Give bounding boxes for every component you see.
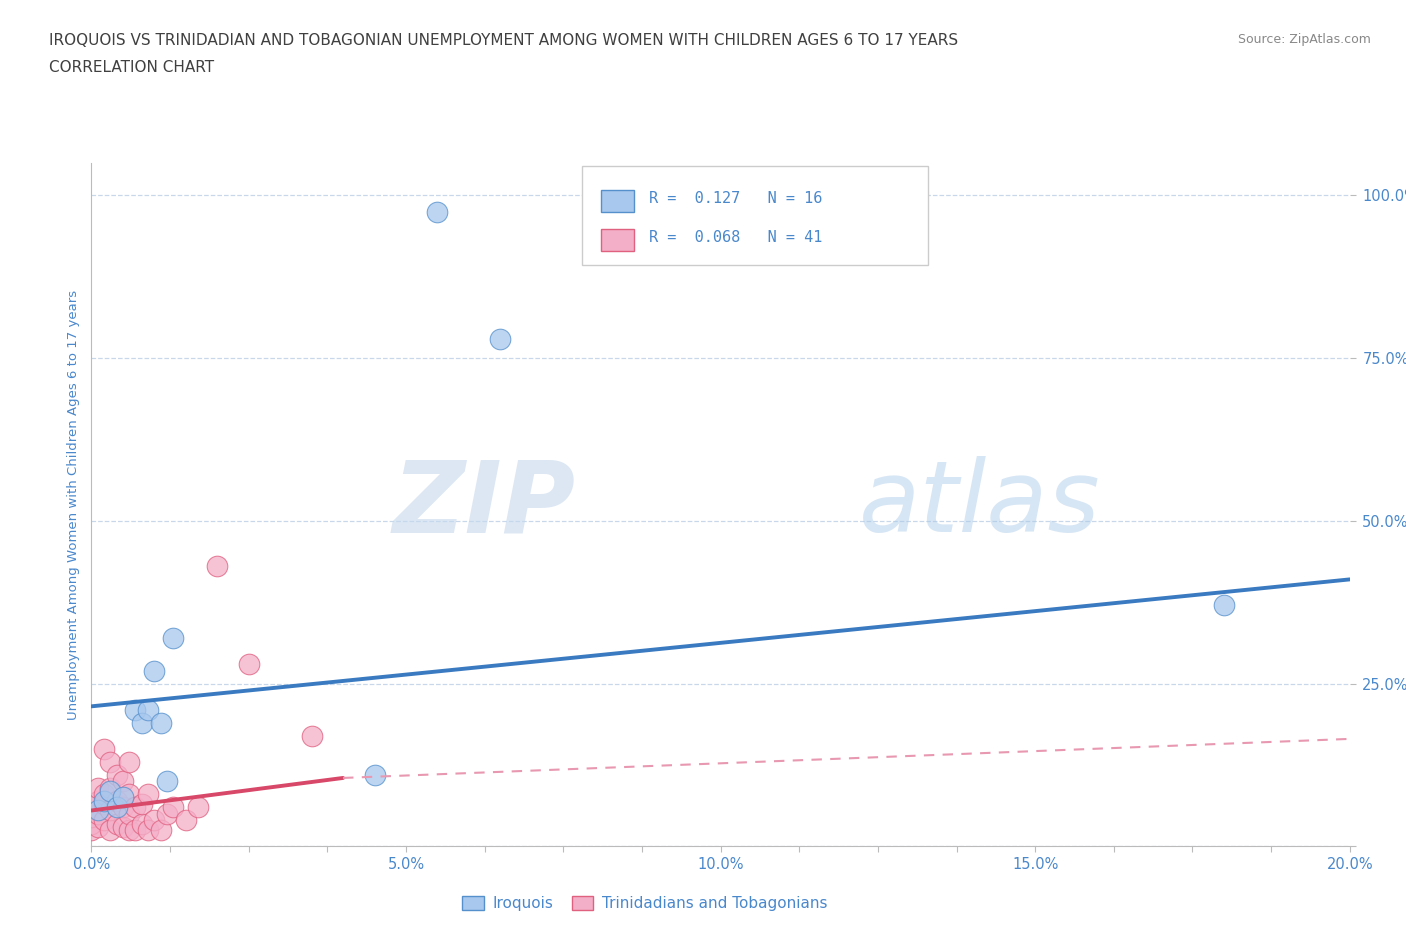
FancyBboxPatch shape (600, 229, 634, 251)
Point (238, 657, 260, 671)
Point (80, 809, 103, 825)
Legend: Iroquois, Trinidadians and Tobagonians: Iroquois, Trinidadians and Tobagonians (456, 889, 834, 917)
Point (86, 806, 108, 821)
Point (86, 793, 108, 808)
Point (111, 774, 134, 789)
Point (98, 823, 121, 838)
Point (86, 819, 108, 834)
Point (136, 823, 159, 838)
Point (93, 741, 115, 756)
Point (162, 631, 184, 645)
Point (156, 774, 179, 789)
Point (111, 790, 134, 805)
Y-axis label: Unemployment Among Women with Children Ages 6 to 17 years: Unemployment Among Women with Children A… (67, 289, 80, 720)
Point (105, 800, 128, 815)
Point (205, 559, 228, 574)
Point (131, 817, 153, 831)
Point (86, 780, 108, 795)
Point (156, 806, 179, 821)
FancyBboxPatch shape (582, 166, 928, 265)
Text: IROQUOIS VS TRINIDADIAN AND TOBAGONIAN UNEMPLOYMENT AMONG WOMEN WITH CHILDREN AG: IROQUOIS VS TRINIDADIAN AND TOBAGONIAN U… (49, 33, 959, 47)
Point (1212, 598, 1236, 613)
Point (426, 205, 449, 219)
Point (86, 804, 108, 818)
Point (131, 796, 153, 811)
Point (124, 823, 146, 838)
Point (187, 800, 209, 815)
Point (80, 823, 103, 838)
Point (149, 823, 172, 838)
Point (105, 767, 128, 782)
Text: Source: ZipAtlas.com: Source: ZipAtlas.com (1237, 33, 1371, 46)
Point (93, 793, 115, 808)
Point (136, 787, 159, 802)
Point (118, 806, 141, 821)
Point (98, 804, 121, 818)
Point (301, 728, 323, 743)
Point (105, 817, 128, 831)
Point (98, 780, 121, 795)
Point (111, 819, 134, 834)
Point (489, 331, 512, 346)
Point (118, 754, 141, 769)
Point (131, 715, 153, 730)
Point (105, 793, 128, 808)
FancyBboxPatch shape (600, 190, 634, 212)
Point (80, 800, 103, 815)
Text: ZIP: ZIP (392, 456, 576, 553)
Text: R =  0.068   N = 41: R = 0.068 N = 41 (648, 231, 823, 246)
Point (124, 702, 146, 717)
Point (124, 800, 146, 815)
Point (118, 823, 141, 838)
Point (98, 754, 121, 769)
Point (174, 813, 197, 828)
Point (98, 783, 121, 798)
Point (149, 715, 172, 730)
Point (162, 800, 184, 815)
Text: CORRELATION CHART: CORRELATION CHART (49, 60, 214, 75)
Point (136, 702, 159, 717)
Point (93, 813, 115, 828)
Text: R =  0.127   N = 16: R = 0.127 N = 16 (648, 192, 823, 206)
Point (111, 800, 134, 815)
Point (143, 663, 166, 678)
Text: atlas: atlas (859, 456, 1101, 553)
Point (80, 817, 103, 831)
Point (143, 813, 166, 828)
Point (93, 787, 115, 802)
Point (118, 787, 141, 802)
Point (363, 767, 385, 782)
Point (93, 796, 115, 811)
